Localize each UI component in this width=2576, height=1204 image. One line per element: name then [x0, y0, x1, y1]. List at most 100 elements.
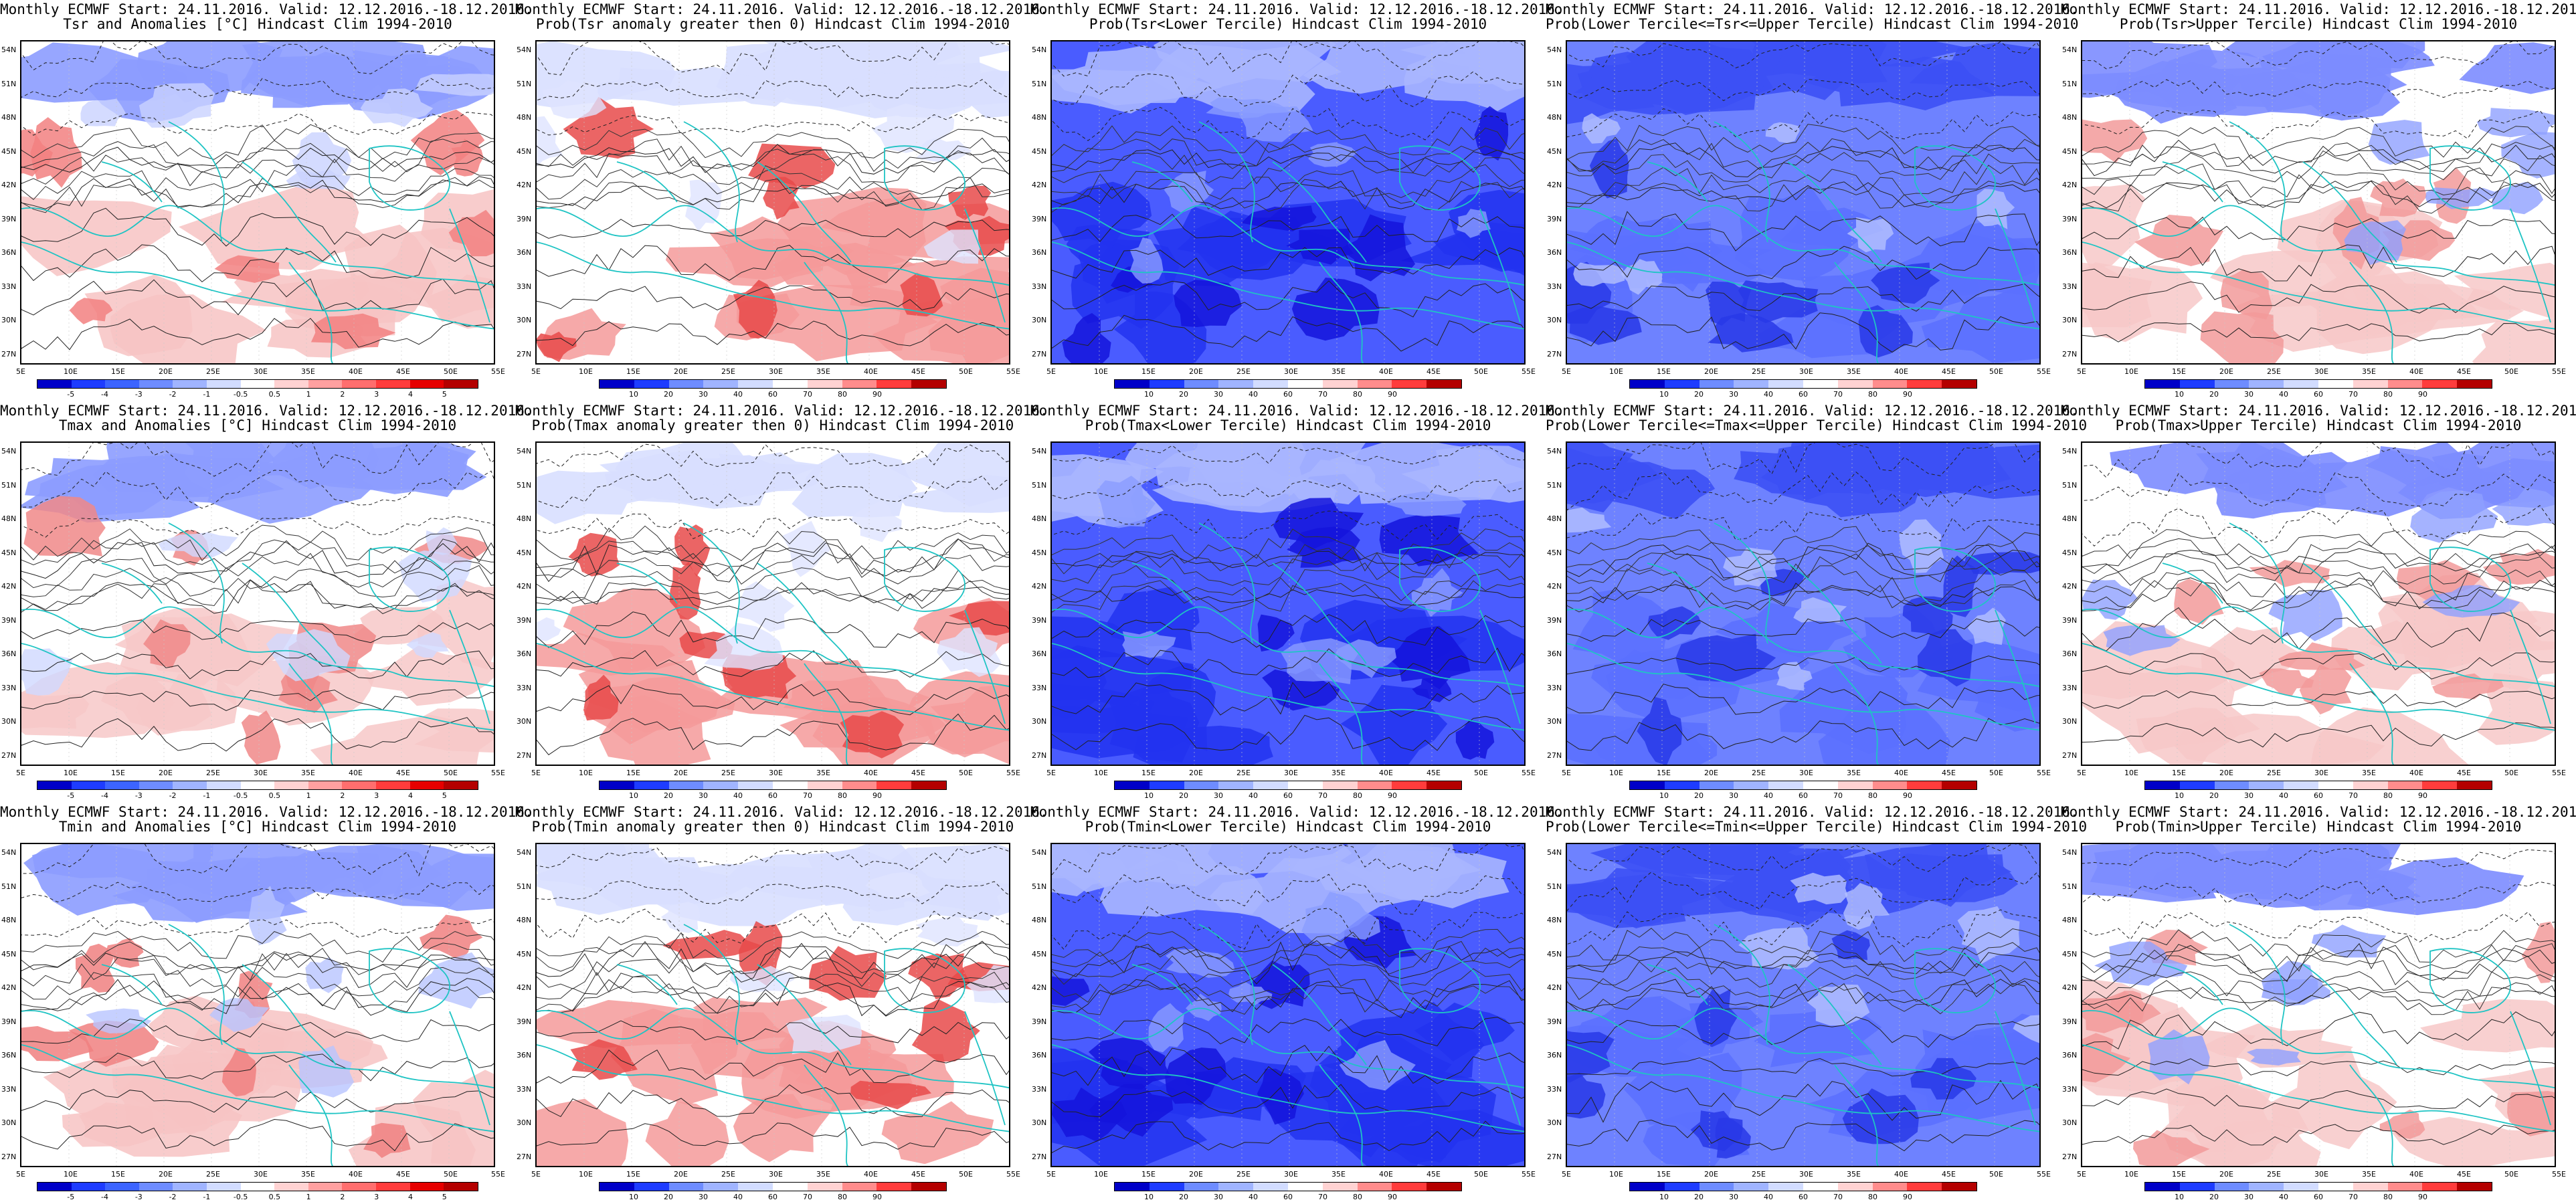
coastline: [101, 964, 163, 1005]
longitude-label: 10E: [64, 769, 78, 777]
contour-line: [537, 587, 1009, 605]
contour-line: [2082, 443, 2555, 478]
latitude-label: 27N: [2062, 751, 2078, 760]
colorbar-tick-label: 60: [2314, 791, 2323, 800]
colorbar-cell: [2145, 1183, 2180, 1191]
map-panel: Monthly ECMWF Start: 24.11.2016. Valid: …: [1030, 0, 1564, 401]
longitude-label: 30E: [1799, 769, 1813, 777]
colorbar-tick-label: 90: [2418, 390, 2427, 399]
colorbar-cell: [342, 1183, 377, 1191]
contour-line: [1052, 1045, 1524, 1086]
colorbar: [1114, 781, 1462, 790]
shaded-region: [908, 953, 972, 999]
contour-line: [1052, 445, 1524, 465]
longitude-label: 45E: [1942, 769, 1956, 777]
contour-line: [2082, 911, 2555, 942]
colorbar-cell: [1392, 781, 1427, 789]
contour-line: [2082, 690, 2555, 709]
colorbar-tick-label: -3: [134, 390, 143, 399]
contour-line: [1567, 177, 2039, 212]
map-canvas: [1052, 41, 1524, 363]
colorbar-cell: [1942, 781, 1976, 789]
coastline: [1567, 241, 2039, 330]
latitude-label: 36N: [1032, 248, 1047, 258]
coastline: [1052, 205, 1524, 286]
contour-line: [1567, 124, 2039, 160]
longitude-label: 50E: [1474, 769, 1488, 777]
colorbar-tick-label: 1: [306, 390, 311, 399]
coastline: [1198, 522, 1255, 644]
colorbar-tick-label: 30: [1729, 791, 1738, 800]
shaded-region: [341, 443, 469, 498]
shaded-region: [691, 1011, 806, 1080]
colorbar-tick-label: 70: [1318, 390, 1327, 399]
shaded-region: [1400, 226, 1524, 273]
contour-line: [1052, 164, 1524, 200]
coastline: [1399, 546, 1481, 612]
map-panel: Monthly ECMWF Start: 24.11.2016. Valid: …: [515, 0, 1048, 401]
coastline: [449, 1011, 490, 1126]
map-frame: [535, 441, 1010, 766]
colorbar: [1629, 379, 1977, 389]
latitude-label: 42N: [1547, 181, 1562, 190]
coastline: [21, 241, 494, 330]
longitude-label: 15E: [2172, 1170, 2186, 1179]
coastline: [2229, 121, 2286, 243]
latitude-label: 45N: [2062, 949, 2078, 959]
colorbar-tick-label: 80: [838, 390, 847, 399]
contour-line: [1052, 479, 1524, 503]
contour-line: [21, 78, 494, 101]
colorbar-tick-label: 70: [2349, 791, 2358, 800]
longitude-label: 50E: [444, 769, 458, 777]
latitude-label: 48N: [1, 916, 17, 925]
colorbar-tick-label: 80: [1868, 791, 1877, 800]
colorbar-cell: [37, 781, 72, 789]
longitude-label: 35E: [1847, 1170, 1861, 1179]
shaded-region: [880, 844, 1009, 916]
shaded-region: [537, 470, 664, 524]
latitude-label: 45N: [2062, 146, 2078, 156]
coastline: [1995, 208, 2036, 323]
contour-line: [537, 552, 1009, 585]
contour-line: [537, 538, 1009, 575]
latitude-label: 33N: [517, 282, 532, 291]
longitude-label: 55E: [1522, 769, 1536, 777]
contour-line: [1567, 579, 2039, 613]
coastline: [1914, 145, 1996, 211]
colorbar-cell: [1392, 380, 1427, 388]
contour-line: [2082, 722, 2555, 748]
longitude-label: 10E: [64, 1170, 78, 1179]
latitude-label: 27N: [1, 350, 17, 359]
shaded-region: [2148, 1029, 2210, 1085]
shaded-region: [209, 997, 270, 1032]
shaded-region: [1190, 211, 1325, 280]
latitude-label: 48N: [517, 916, 532, 925]
map-panel: Monthly ECMWF Start: 24.11.2016. Valid: …: [2061, 401, 2576, 803]
latitude-label: 39N: [1547, 615, 1562, 625]
shaded-region: [1165, 1047, 1227, 1105]
latitude-label: 45N: [2062, 548, 2078, 557]
longitude-label: 5E: [1562, 1170, 1571, 1179]
shaded-region: [2299, 664, 2352, 715]
longitude-label: 45E: [396, 367, 410, 376]
colorbar-tick-label: 2: [340, 1193, 345, 1201]
longitude-label: 20E: [159, 769, 173, 777]
shaded-region: [1088, 1037, 1172, 1090]
colorbar-tick-label: 30: [699, 1193, 708, 1201]
contour-line: [2082, 144, 2555, 177]
coastline: [288, 1064, 334, 1166]
coastline: [2302, 161, 2397, 263]
longitude-label: 5E: [16, 367, 25, 376]
shaded-region: [2259, 668, 2314, 696]
contour-line: [1567, 908, 2039, 948]
colorbar-tick-label: 30: [2244, 390, 2253, 399]
coastline: [1319, 262, 1364, 363]
colorbar-tick-label: 10: [1144, 791, 1154, 800]
colorbar-tick-label: 20: [1179, 390, 1188, 399]
contour-line: [2082, 163, 2555, 198]
map-frame: [2081, 40, 2556, 365]
shaded-region: [2090, 844, 2245, 899]
colorbar-tick-label: 80: [2383, 390, 2393, 399]
colorbar-cell: [2387, 380, 2423, 388]
longitude-label: 25E: [721, 1170, 735, 1179]
